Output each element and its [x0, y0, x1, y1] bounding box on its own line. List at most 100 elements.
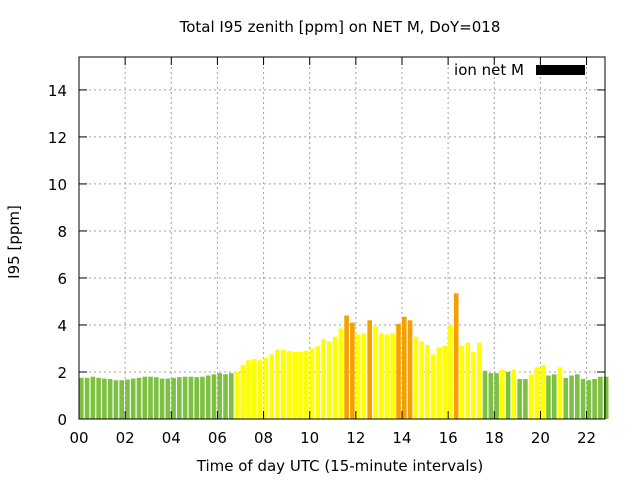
x-tick-label: 04: [162, 429, 181, 447]
bar: [148, 376, 153, 419]
bar: [194, 377, 199, 419]
bar: [315, 346, 321, 419]
bar: [257, 360, 263, 419]
bar: [90, 376, 96, 419]
bar: [500, 369, 505, 419]
bar: [223, 374, 228, 419]
bar: [125, 379, 130, 419]
bar: [286, 350, 292, 419]
y-tick-label: 0: [57, 411, 67, 429]
bar: [355, 334, 361, 419]
bar: [459, 346, 465, 419]
bar: [130, 378, 136, 419]
legend-swatch: [536, 65, 585, 75]
x-tick-label: 06: [208, 429, 227, 447]
y-tick-label: 10: [48, 176, 67, 194]
bar: [546, 375, 551, 419]
bar: [252, 359, 257, 419]
bar: [321, 339, 326, 419]
bar: [263, 357, 269, 419]
x-axis-label: Time of day UTC (15-minute intervals): [196, 457, 483, 475]
bar: [188, 376, 194, 419]
bar: [327, 341, 332, 419]
y-tick-label: 8: [57, 223, 67, 241]
bar: [361, 333, 367, 419]
bar: [246, 360, 251, 419]
bar: [303, 350, 309, 419]
bar: [205, 375, 211, 419]
bar: [200, 376, 205, 419]
bar: [517, 379, 522, 419]
bar: [292, 352, 298, 419]
legend: ion net M: [454, 61, 585, 79]
bar: [603, 376, 609, 419]
bar: [384, 334, 390, 419]
bar: [84, 377, 90, 419]
plot-frame: [78, 56, 606, 420]
bar: [275, 349, 280, 419]
bar: [344, 315, 349, 419]
bar: [401, 316, 407, 419]
bar: [598, 376, 603, 419]
x-tick-label: 16: [439, 429, 458, 447]
bar: [269, 354, 274, 419]
bar: [182, 376, 188, 419]
bar: [436, 347, 442, 419]
x-tick-label: 18: [485, 429, 504, 447]
x-tick-label: 08: [254, 429, 273, 447]
bar: [119, 380, 124, 419]
y-tick-label: 14: [48, 82, 67, 100]
bar: [540, 364, 546, 419]
bar: [511, 369, 517, 419]
bar: [419, 341, 424, 419]
bar: [142, 376, 148, 419]
x-tick-label: 20: [531, 429, 550, 447]
bar: [234, 371, 240, 419]
bar: [425, 344, 430, 419]
bar: [390, 333, 396, 419]
bar: [165, 378, 171, 419]
bar: [482, 370, 488, 419]
bar: [534, 367, 540, 419]
bar: [79, 377, 84, 419]
bar: [373, 326, 378, 419]
bar: [228, 373, 234, 419]
bar: [240, 364, 246, 419]
bar: [107, 379, 113, 419]
chart-title: Total I95 zenith [ppm] on NET M, DoY=018: [179, 18, 501, 36]
x-tick-label: 10: [300, 429, 319, 447]
legend-label: ion net M: [454, 61, 524, 79]
bar: [569, 375, 574, 419]
y-tick-label: 4: [57, 317, 67, 335]
bar: [280, 349, 286, 419]
bar: [159, 378, 165, 419]
bar: [217, 373, 223, 419]
bar: [557, 367, 563, 419]
bar: [592, 379, 597, 419]
bar: [350, 322, 355, 419]
grid: [79, 57, 605, 419]
bar: [551, 374, 557, 419]
bar: [332, 336, 338, 419]
y-tick-label: 2: [57, 364, 67, 382]
bar: [453, 293, 459, 419]
bar: [488, 373, 494, 419]
bar: [476, 342, 482, 419]
x-tick-label: 02: [116, 429, 135, 447]
bar: [528, 374, 534, 419]
bars: [79, 293, 609, 419]
bar: [113, 380, 119, 419]
bar: [136, 377, 142, 419]
bar: [448, 324, 453, 419]
y-axis-ticks: 0 2 4 6 8 10 12 14: [48, 82, 605, 429]
x-tick-label: 12: [346, 429, 365, 447]
bar: [471, 352, 476, 419]
y-tick-label: 12: [48, 129, 67, 147]
bar: [367, 320, 372, 419]
bar: [396, 323, 401, 419]
bar: [407, 320, 413, 419]
bar: [171, 377, 176, 419]
bar: [430, 354, 436, 419]
bar: [102, 378, 107, 419]
